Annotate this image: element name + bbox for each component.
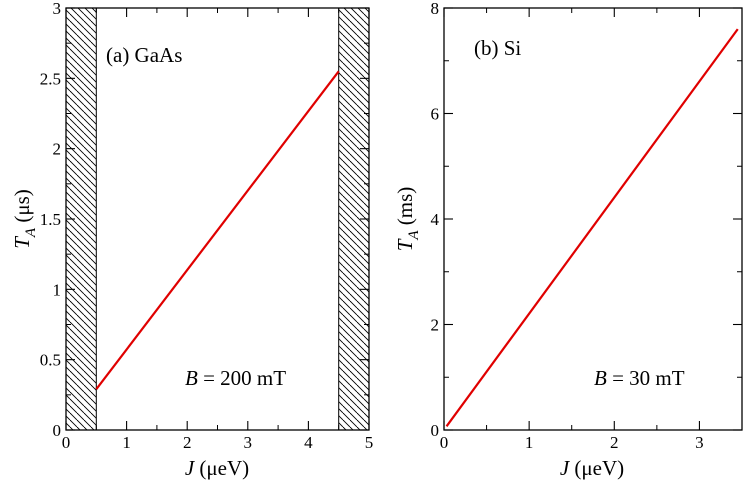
y-axis-symbol: T [10,236,34,249]
x-tick-label: 1 [122,433,131,452]
series-line-0 [95,70,340,390]
x-tick-label: 5 [365,433,374,452]
x-tick-label: 0 [62,433,71,452]
y-axis-subscript: A [406,230,422,241]
series-line-0 [445,28,739,427]
annotation-text: = 30 mT [607,366,685,390]
axis-ticks: 0 1 2 3 0 2 4 6 8 [431,0,742,452]
y-tick-label: 8 [431,0,440,18]
panel-label: (b) Si [474,36,521,60]
x-axis-label: J (μeV) [185,456,249,480]
annotation-symbol: B [185,366,198,390]
x-tick-label: 3 [695,433,704,452]
y-tick-label: 6 [431,105,440,124]
y-axis-symbol: T [393,238,417,251]
x-axis-unit: (μeV) [194,456,249,480]
y-tick-label: 2 [53,140,62,159]
panel-a: 0 1 2 3 4 500.511.522.53 (a) GaAs B = 200 mT … [10,0,373,480]
x-axis-symbol: J [560,456,571,480]
annotation: B = 200 mT [185,366,286,390]
x-axis-symbol: J [185,456,196,480]
x-tick-label: 2 [183,433,192,452]
annotation-symbol: B [594,366,607,390]
y-tick-label: 3 [53,0,62,18]
panel-b: 0 1 2 3 0 2 4 6 8 (b) Si B = 30 mT J (μeV) TA (m… [393,0,743,480]
y-tick-label: 0 [53,421,62,440]
y-axis-unit: (ms) [393,187,417,231]
y-tick-label: 0 [431,421,440,440]
y-tick-label: 0.5 [40,351,61,370]
y-axis-label: TA (μs) [10,189,39,249]
x-tick-label: 2 [610,433,619,452]
x-tick-label: 3 [244,433,253,452]
series-lines [445,28,739,427]
x-axis-unit: (μeV) [569,456,624,480]
y-axis-subscript: A [23,227,39,238]
series-lines [95,70,340,390]
panel-label: (a) GaAs [106,43,182,67]
axis-ticks: 0 1 2 3 4 5 0 0.5 1 1.5 2 2.5 3 [40,0,374,452]
plot-frame [443,7,743,431]
y-tick-label: 1.5 [40,210,61,229]
y-tick-label: 4 [431,210,440,229]
x-tick-label: 0 [440,433,449,452]
y-tick-label: 2 [431,316,440,335]
x-tick-label: 1 [525,433,534,452]
y-axis-label: TA (ms) [393,187,422,252]
y-tick-label: 2.5 [40,69,61,88]
annotation: B = 30 mT [594,366,685,390]
annotation-text: = 200 mT [198,366,286,390]
y-tick-label: 1 [53,280,62,299]
x-tick-label: 4 [304,433,313,452]
x-axis-label: J (μeV) [560,456,624,480]
y-axis-unit: (μs) [10,189,34,228]
